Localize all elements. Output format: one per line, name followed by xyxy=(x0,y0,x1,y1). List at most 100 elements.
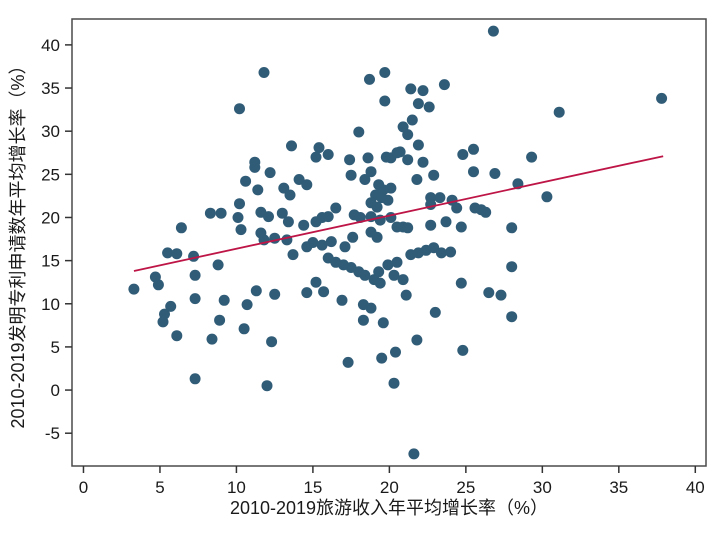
data-point xyxy=(417,85,429,97)
y-axis-tick-label: 30 xyxy=(41,122,60,141)
data-point xyxy=(480,206,492,218)
data-point xyxy=(408,448,420,460)
data-point xyxy=(388,377,400,389)
data-point xyxy=(345,169,357,181)
data-point xyxy=(215,207,227,219)
data-point xyxy=(359,174,371,185)
data-point xyxy=(342,356,354,368)
data-point xyxy=(189,269,201,281)
data-point xyxy=(402,129,414,141)
data-point xyxy=(379,95,391,107)
data-point xyxy=(506,261,518,273)
data-point xyxy=(301,179,313,191)
data-point xyxy=(238,323,250,335)
data-point xyxy=(435,247,447,259)
data-point xyxy=(241,299,253,311)
data-point xyxy=(284,189,296,201)
data-point xyxy=(365,302,377,314)
data-point xyxy=(322,149,334,160)
data-point xyxy=(218,294,230,306)
data-point xyxy=(258,67,270,78)
data-point xyxy=(353,126,365,138)
data-point xyxy=(495,289,507,301)
data-point xyxy=(468,143,479,155)
y-axis-tick-label: 0 xyxy=(51,381,60,400)
data-point xyxy=(347,231,359,243)
data-point xyxy=(157,316,169,328)
data-point xyxy=(429,306,441,318)
data-point xyxy=(428,169,440,181)
data-point xyxy=(232,212,244,223)
y-axis-label: 2010-2019发明专利申请数年平均增长率（%） xyxy=(8,56,28,428)
data-point xyxy=(313,142,325,154)
data-point xyxy=(344,154,356,166)
x-axis-tick-label: 15 xyxy=(303,478,322,497)
data-point xyxy=(189,373,201,385)
data-point xyxy=(423,101,435,113)
data-point xyxy=(204,207,216,219)
data-point xyxy=(171,330,183,342)
data-point xyxy=(379,67,391,78)
data-point xyxy=(391,256,403,268)
data-point xyxy=(330,202,342,214)
data-point xyxy=(171,248,183,260)
data-point xyxy=(301,241,313,253)
data-point xyxy=(287,249,299,261)
y-axis-tick-label: 40 xyxy=(41,36,60,55)
data-point xyxy=(656,92,668,104)
data-point xyxy=(412,139,424,151)
data-point xyxy=(276,207,288,219)
data-point xyxy=(397,274,409,286)
data-point xyxy=(282,216,294,228)
data-point xyxy=(316,212,328,223)
data-point xyxy=(385,182,397,194)
data-point xyxy=(468,166,479,178)
data-point xyxy=(457,344,469,356)
data-point xyxy=(128,283,140,295)
data-point xyxy=(374,277,386,289)
data-point xyxy=(506,222,518,234)
data-point xyxy=(252,184,264,196)
x-axis-tick-label: 10 xyxy=(227,478,246,497)
y-axis-tick-label: 10 xyxy=(41,295,60,314)
data-point xyxy=(281,234,293,246)
data-point xyxy=(455,221,467,233)
y-axis-tick-label: 15 xyxy=(41,252,60,271)
data-point xyxy=(391,147,403,159)
data-point xyxy=(377,317,389,329)
data-point xyxy=(541,191,553,203)
data-point xyxy=(487,25,499,37)
x-axis-tick-label: 0 xyxy=(79,478,88,497)
data-point xyxy=(382,259,394,271)
data-point xyxy=(206,333,218,345)
data-point xyxy=(318,286,330,298)
data-point xyxy=(354,212,366,223)
x-axis-tick-label: 40 xyxy=(686,478,705,497)
x-axis-tick-label: 5 xyxy=(155,478,164,497)
data-point xyxy=(483,287,495,299)
data-point xyxy=(451,202,463,214)
data-point xyxy=(365,166,377,178)
x-axis-label: 2010-2019旅游收入年平均增长率（%） xyxy=(230,498,548,518)
data-point xyxy=(445,246,457,258)
data-point xyxy=(373,266,385,278)
data-point xyxy=(249,161,261,173)
data-point xyxy=(264,167,276,179)
data-point xyxy=(428,242,440,254)
data-point xyxy=(455,277,467,289)
data-point xyxy=(316,239,328,251)
y-axis-tick-label: 25 xyxy=(41,165,60,184)
data-point xyxy=(434,192,446,204)
data-point xyxy=(235,224,247,236)
data-point xyxy=(412,98,424,110)
data-point xyxy=(402,222,414,234)
data-point xyxy=(175,222,187,234)
data-point xyxy=(382,194,394,206)
data-point xyxy=(234,103,245,115)
data-point xyxy=(457,149,469,160)
data-point xyxy=(411,174,423,185)
data-point xyxy=(425,219,437,231)
data-point xyxy=(339,241,351,253)
data-point xyxy=(526,151,538,163)
data-point xyxy=(266,336,278,348)
